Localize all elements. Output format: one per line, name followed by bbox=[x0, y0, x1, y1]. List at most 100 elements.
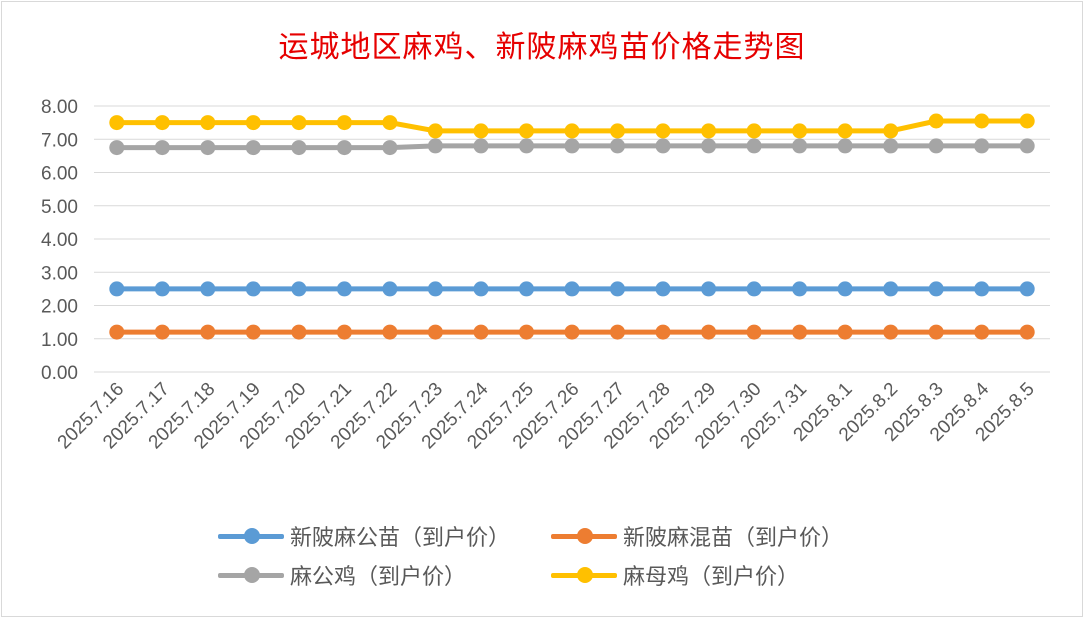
data-point bbox=[382, 281, 398, 297]
legend-marker bbox=[218, 526, 284, 546]
legend-label: 麻母鸡（到户价） bbox=[623, 565, 800, 590]
data-point bbox=[473, 324, 489, 340]
y-axis: 0.00 1.00 2.00 3.00 4.00 5.00 6.00 7.00 8.00 bbox=[41, 97, 78, 384]
data-point bbox=[245, 140, 261, 156]
data-point bbox=[928, 324, 944, 340]
data-point bbox=[336, 281, 352, 297]
data-point bbox=[928, 113, 944, 129]
data-point bbox=[519, 324, 534, 340]
data-point bbox=[564, 138, 580, 154]
data-point bbox=[655, 281, 671, 297]
legend-item: 麻公鸡（到户价） bbox=[218, 559, 466, 591]
data-point bbox=[245, 281, 261, 297]
data-point bbox=[109, 115, 125, 131]
chart-title: 运城地区麻鸡、新陂麻鸡苗价格走势图 bbox=[278, 30, 806, 65]
y-tick-label: 0.00 bbox=[41, 363, 78, 384]
data-point bbox=[109, 140, 125, 156]
data-point bbox=[200, 324, 216, 340]
y-tick-label: 6.00 bbox=[41, 164, 78, 185]
data-point bbox=[427, 123, 443, 139]
data-point bbox=[336, 324, 352, 340]
data-point bbox=[837, 281, 853, 297]
data-point bbox=[109, 281, 125, 297]
legend-label: 麻公鸡（到户价） bbox=[290, 565, 467, 590]
series-lines bbox=[109, 113, 1035, 340]
data-point bbox=[427, 281, 443, 297]
y-tick-label: 8.00 bbox=[41, 97, 78, 118]
data-point bbox=[837, 324, 853, 340]
data-point bbox=[974, 324, 990, 340]
data-point bbox=[427, 324, 443, 340]
data-point bbox=[200, 115, 216, 131]
data-point bbox=[974, 113, 990, 129]
data-point bbox=[1019, 324, 1035, 340]
data-point bbox=[792, 138, 808, 154]
legend-marker bbox=[218, 565, 284, 585]
data-point bbox=[519, 281, 534, 297]
data-point bbox=[473, 123, 489, 139]
data-point bbox=[382, 140, 398, 156]
data-point bbox=[610, 324, 625, 340]
data-point bbox=[291, 281, 307, 297]
data-point bbox=[336, 115, 352, 131]
data-point bbox=[792, 123, 808, 139]
series-2 bbox=[109, 324, 1035, 340]
data-point bbox=[883, 324, 899, 340]
data-point bbox=[200, 281, 216, 297]
data-point bbox=[610, 281, 625, 297]
data-point bbox=[382, 324, 398, 340]
series-1 bbox=[109, 281, 1035, 297]
data-point bbox=[928, 138, 944, 154]
data-point bbox=[1019, 281, 1035, 297]
data-point bbox=[837, 138, 853, 154]
data-point bbox=[928, 281, 944, 297]
y-tick-label: 2.00 bbox=[41, 297, 78, 318]
data-point bbox=[473, 281, 489, 297]
data-point bbox=[655, 123, 671, 139]
data-point bbox=[746, 123, 762, 139]
x-axis: 2025.7.162025.7.172025.7.182025.7.192025… bbox=[54, 378, 1039, 453]
data-point bbox=[564, 123, 580, 139]
y-tick-label: 4.00 bbox=[41, 230, 78, 251]
legend-item: 新陂麻混苗（到户价） bbox=[551, 520, 843, 552]
data-point bbox=[519, 123, 534, 139]
data-point bbox=[291, 115, 307, 131]
data-point bbox=[564, 324, 580, 340]
data-point bbox=[701, 281, 717, 297]
data-point bbox=[154, 140, 170, 156]
legend-label: 新陂麻公苗（到户价） bbox=[290, 526, 511, 551]
data-point bbox=[883, 138, 899, 154]
data-point bbox=[109, 324, 125, 340]
data-point bbox=[701, 123, 717, 139]
data-point bbox=[883, 123, 899, 139]
data-point bbox=[701, 324, 717, 340]
data-point bbox=[427, 138, 443, 154]
data-point bbox=[837, 123, 853, 139]
data-point bbox=[154, 324, 170, 340]
data-point bbox=[291, 324, 307, 340]
data-point bbox=[701, 138, 717, 154]
data-point bbox=[154, 281, 170, 297]
data-point bbox=[746, 324, 762, 340]
data-point bbox=[746, 281, 762, 297]
data-point bbox=[1019, 138, 1035, 154]
data-point bbox=[1019, 113, 1035, 129]
data-point bbox=[974, 281, 990, 297]
data-point bbox=[655, 324, 671, 340]
data-point bbox=[974, 138, 990, 154]
data-point bbox=[610, 123, 625, 139]
data-point bbox=[336, 140, 352, 156]
series-4 bbox=[109, 113, 1035, 139]
data-point bbox=[655, 138, 671, 154]
data-point bbox=[382, 115, 398, 131]
legend-label: 新陂麻混苗（到户价） bbox=[623, 526, 844, 551]
data-point bbox=[883, 281, 899, 297]
series-3 bbox=[109, 138, 1035, 156]
data-point bbox=[154, 115, 170, 131]
data-point bbox=[792, 324, 808, 340]
data-point bbox=[245, 115, 261, 131]
data-point bbox=[245, 324, 261, 340]
data-point bbox=[610, 138, 625, 154]
legend-item: 新陂麻公苗（到户价） bbox=[218, 520, 510, 552]
